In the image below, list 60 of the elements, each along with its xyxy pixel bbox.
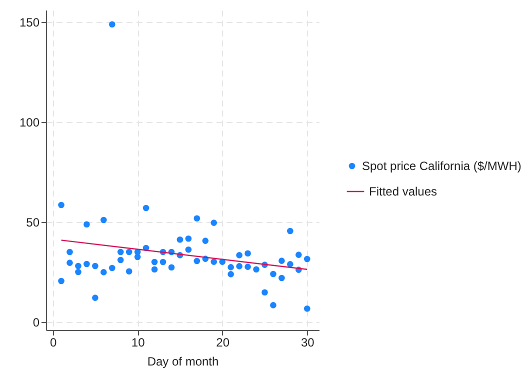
point [151, 266, 158, 273]
point [287, 261, 294, 268]
point [228, 271, 234, 278]
point [278, 258, 285, 264]
point [304, 256, 310, 262]
point [244, 264, 251, 270]
point [295, 252, 302, 258]
point [151, 258, 158, 266]
y-tick-label: 0 [32, 316, 40, 330]
x-tick-label: 10 [131, 336, 146, 350]
x-tick-label: 30 [300, 336, 315, 350]
point [262, 289, 268, 296]
point [117, 248, 124, 256]
point [75, 268, 82, 276]
point [304, 305, 310, 312]
point [202, 238, 209, 244]
point [134, 254, 141, 260]
point [185, 246, 192, 253]
point [194, 215, 200, 222]
point [66, 248, 73, 256]
y-tick-label: 50 [26, 216, 40, 230]
point [100, 216, 107, 224]
point [236, 252, 242, 258]
y-tick-label: 150 [19, 16, 40, 30]
point [84, 260, 90, 268]
point [228, 264, 234, 270]
point [66, 260, 73, 266]
y-tick-label: 100 [19, 116, 40, 130]
legend-label: Spot price California ($/MWH) [362, 159, 522, 173]
point [160, 258, 166, 266]
point [210, 258, 218, 265]
point [58, 202, 64, 208]
point [244, 250, 251, 257]
point [236, 263, 242, 270]
point [287, 228, 294, 234]
point [92, 262, 98, 270]
point [185, 235, 192, 242]
point [75, 262, 82, 270]
point [117, 256, 124, 264]
point [108, 264, 116, 272]
point [270, 270, 276, 278]
x-tick-label: 20 [216, 336, 230, 350]
legend-label: Fitted values [369, 184, 438, 198]
point [84, 221, 90, 228]
point [168, 264, 175, 271]
point [92, 294, 98, 301]
point [108, 21, 116, 28]
point [194, 258, 200, 264]
point [176, 236, 184, 243]
point [210, 220, 218, 226]
point [126, 248, 132, 256]
point [126, 268, 132, 275]
point [100, 269, 107, 276]
point [270, 302, 276, 308]
point [278, 274, 285, 282]
point [142, 204, 150, 212]
point [58, 278, 64, 284]
x-tick-label: 0 [50, 336, 57, 350]
x-axis-title: Day of month [147, 354, 219, 368]
point [253, 266, 260, 273]
